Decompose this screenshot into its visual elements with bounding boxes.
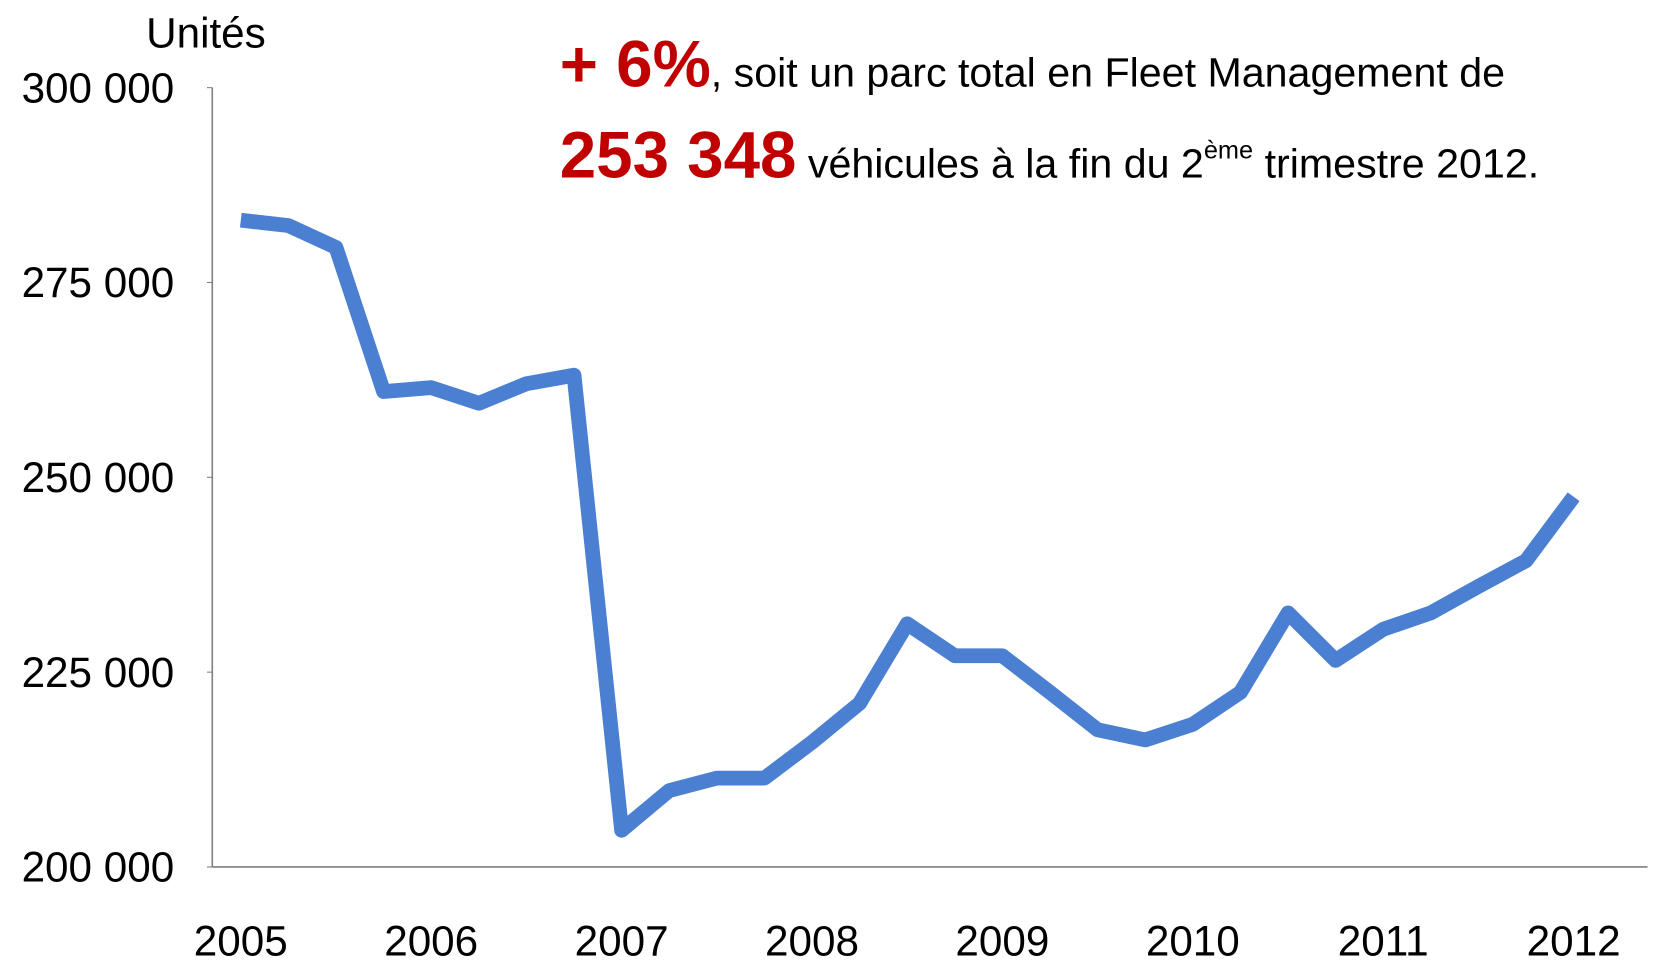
x-tick-label: 2011 — [1338, 918, 1429, 962]
x-tick-label: 2006 — [384, 918, 478, 962]
annotation-line-2: 253 348 véhicules à la fin du 2ème trime… — [560, 118, 1539, 191]
x-tick-label: 2012 — [1527, 918, 1621, 962]
y-tick-label: 250 000 — [22, 454, 175, 501]
highlight: + 6% — [560, 28, 711, 101]
annotation-line-1: + 6%, soit un parc total en Fleet Manage… — [560, 28, 1505, 101]
y-axis-label: Unités — [146, 10, 266, 57]
y-tick-label: 300 000 — [22, 64, 175, 111]
x-tick-label: 2009 — [955, 918, 1049, 962]
x-tick-label: 2008 — [765, 918, 859, 962]
line-series — [239, 212, 1580, 838]
y-tick-label: 275 000 — [22, 259, 175, 306]
annotation-text: trimestre 2012. — [1253, 140, 1539, 186]
superscript: ème — [1204, 136, 1253, 164]
annotation-text: véhicules à la fin du 2 — [796, 140, 1203, 186]
x-tick-label: 2005 — [194, 918, 288, 962]
annotation-text: , soit un parc total en Fleet Management… — [711, 50, 1505, 96]
highlight: 253 348 — [560, 118, 797, 191]
x-tick-label: 2010 — [1146, 918, 1240, 962]
x-tick-label: 2007 — [575, 918, 669, 962]
y-tick-label: 225 000 — [22, 649, 175, 696]
y-tick-label: 200 000 — [22, 844, 175, 891]
